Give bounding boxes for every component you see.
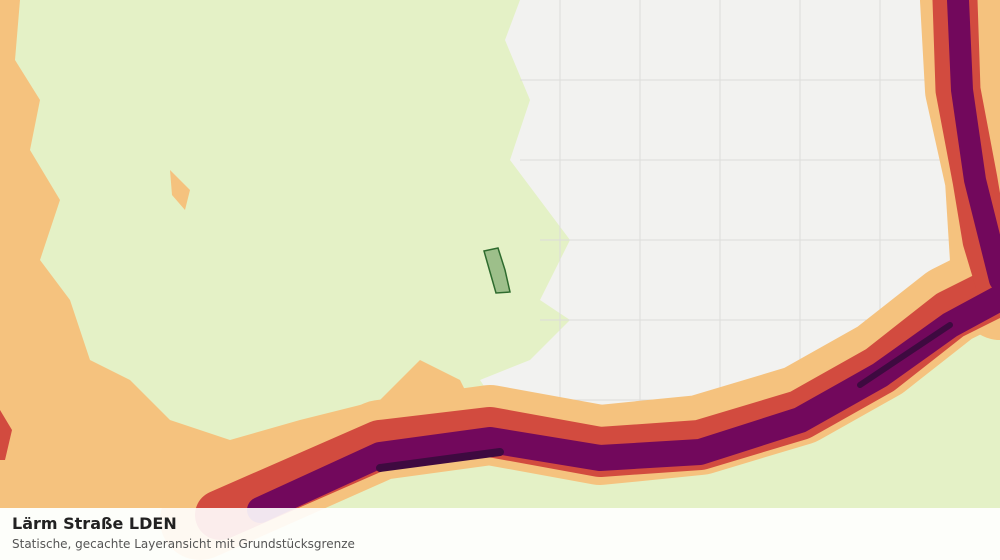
noise-zone-orange (170, 170, 190, 210)
road-noise (160, 0, 1000, 560)
parcel (483, 247, 511, 294)
noise-zone-orange (0, 0, 480, 508)
map-title: Lärm Straße LDEN (12, 514, 177, 533)
caption-bar: Lärm Straße LDEN Statische, gecachte Lay… (0, 508, 1000, 560)
map-subtitle: Statische, gecachte Layeransicht mit Gru… (12, 537, 355, 551)
noise-zone-red (0, 410, 12, 460)
